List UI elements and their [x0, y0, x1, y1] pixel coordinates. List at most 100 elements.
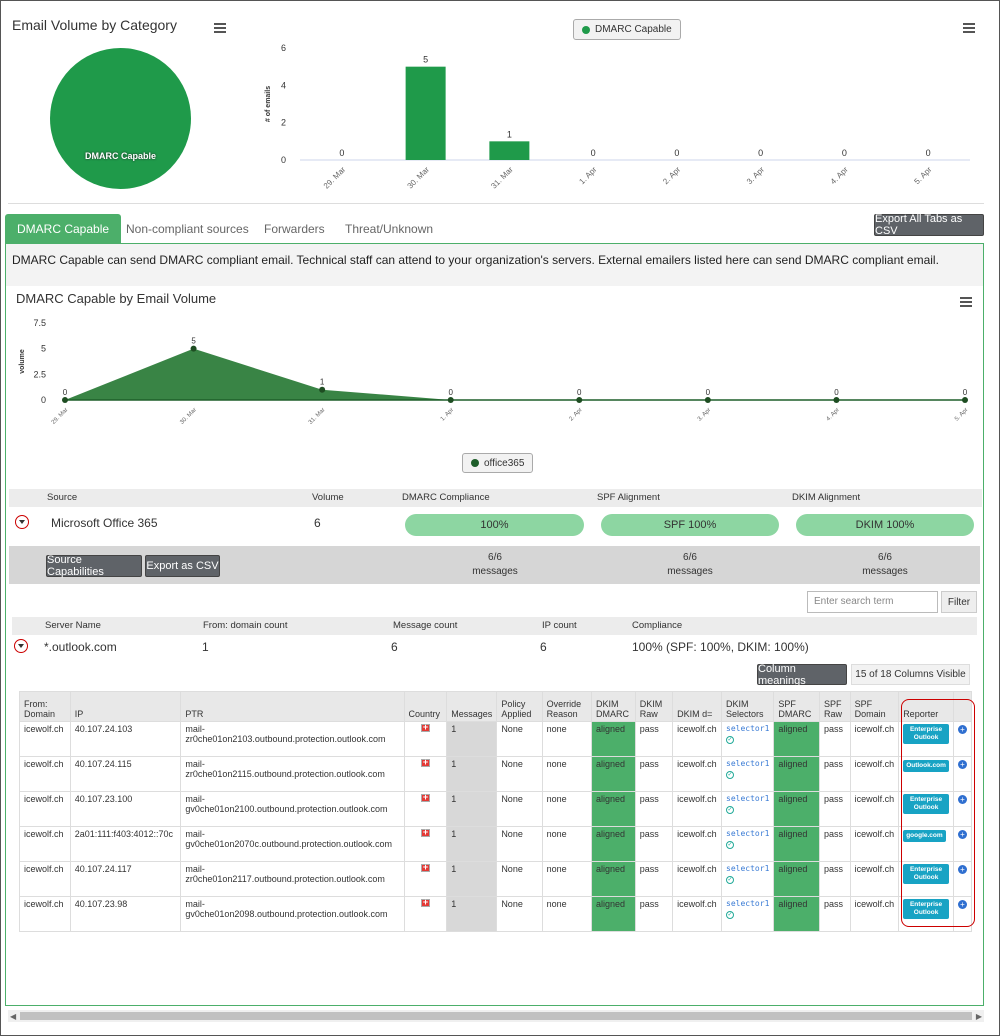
check-circle-icon: ✓ — [726, 806, 735, 814]
bar-data-label: 0 — [842, 148, 847, 158]
dkim-selector-link[interactable]: selector1 — [726, 829, 770, 838]
cell-policy: None — [496, 721, 543, 757]
pie-chart: DMARC Capable — [50, 48, 191, 189]
bar-data-label: 0 — [591, 148, 596, 158]
area-menu-icon[interactable] — [960, 297, 972, 307]
cell-override: none — [541, 791, 592, 827]
cell-selector: selector1 ✓ — [721, 721, 775, 757]
dkim-selector-link[interactable]: selector1 — [726, 794, 770, 803]
check-circle-icon: ✓ — [726, 841, 735, 849]
pie-chart-title: Email Volume by Category — [12, 17, 177, 33]
plus-circle-icon[interactable]: + — [957, 830, 967, 839]
dkim-selector-link[interactable]: selector1 — [726, 759, 770, 768]
plus-circle-icon[interactable]: + — [957, 760, 967, 769]
col-ptr[interactable]: PTR — [180, 691, 405, 722]
cell-spf-dmarc: aligned — [773, 721, 820, 757]
tab-dmarc-capable[interactable]: DMARC Capable — [5, 214, 122, 244]
scroll-left-icon[interactable]: ◀ — [10, 1012, 17, 1021]
col-country[interactable]: Country — [403, 691, 448, 722]
cell-spf-domain: icewolf.ch — [849, 721, 900, 757]
bar-y-tick-label: 4 — [281, 80, 286, 90]
col-override-reason[interactable]: Override Reason — [541, 691, 592, 722]
plus-circle-icon[interactable]: + — [957, 900, 967, 909]
area-data-label: 0 — [706, 388, 711, 397]
scroll-right-icon[interactable]: ▶ — [975, 1012, 982, 1021]
tab-non-compliant[interactable]: Non-compliant sources — [126, 222, 249, 236]
pie-menu-icon[interactable] — [214, 23, 226, 33]
area-data-label: 0 — [577, 388, 582, 397]
area-data-label: 5 — [191, 337, 196, 346]
area-data-label: 0 — [63, 388, 68, 397]
area-data-label: 0 — [448, 388, 453, 397]
cell-ip: 40.107.24.103 — [69, 721, 182, 757]
dkim-selector-link[interactable]: selector1 — [726, 724, 770, 733]
cell-messages: 1 — [446, 721, 498, 757]
cell-spf-dmarc: aligned — [773, 756, 820, 792]
filter-button[interactable]: Filter — [941, 591, 977, 613]
cell-messages: 1 — [446, 861, 498, 897]
search-input[interactable]: Enter search term — [807, 591, 938, 613]
source-expand-icon[interactable] — [15, 515, 29, 529]
bar-menu-icon[interactable] — [963, 23, 975, 33]
cell-dkim-dmarc: aligned — [590, 896, 636, 932]
cell-spf-dmarc: aligned — [773, 826, 820, 862]
area-data-label: 0 — [963, 388, 968, 397]
area-legend-label: office365 — [484, 457, 525, 469]
cell-dkim-raw: pass — [634, 756, 674, 792]
reporter-badge: Enterprise Outlook — [903, 864, 949, 884]
cell-override: none — [541, 721, 592, 757]
col-spf-domain[interactable]: SPF Domain — [849, 691, 900, 722]
server-domain-count: 1 — [202, 640, 209, 654]
plus-circle-icon[interactable]: + — [957, 795, 967, 804]
col-dkim-selectors[interactable]: DKIM Selectors — [721, 691, 775, 722]
area-y-tick-label: 5 — [41, 344, 46, 354]
cell-reporter: google.com — [898, 826, 954, 862]
col-spf-alignment: SPF Alignment — [597, 492, 660, 503]
server-message-count: 6 — [391, 640, 398, 654]
cell-selector: selector1 ✓ — [721, 826, 775, 862]
tab-forwarders[interactable]: Forwarders — [264, 222, 325, 236]
area-point — [447, 397, 454, 403]
dkim-selector-link[interactable]: selector1 — [726, 864, 770, 873]
tab-threat-unknown[interactable]: Threat/Unknown — [345, 222, 434, 236]
area-chart: 0 2.5 5 7.5 volume 0 29. Mar 5 30. Mar 1 31. Mar 0 1… — [19, 318, 969, 426]
column-meanings-button[interactable]: Column meanings — [757, 663, 847, 687]
col-policy-applied[interactable]: Policy Applied — [496, 691, 543, 722]
area-x-tick-label: 5. Apr — [954, 407, 969, 422]
detail-row: icewolf.ch 40.107.23.98 mail-gv0che01on209… — [19, 896, 973, 932]
export-csv-button[interactable]: Export as CSV — [145, 555, 220, 577]
check-circle-icon: ✓ — [726, 736, 735, 744]
area-x-tick-label: 4. Apr — [826, 407, 841, 422]
area-x-tick-label: 2. Apr — [568, 407, 583, 422]
dkim-selector-link[interactable]: selector1 — [726, 899, 770, 908]
columns-visible-button[interactable]: 15 of 18 Columns Visible — [851, 664, 970, 685]
bar-legend-item[interactable]: DMARC Capable — [573, 19, 681, 40]
plus-circle-icon[interactable]: + — [957, 865, 967, 874]
cell-policy: None — [496, 826, 543, 862]
cell-dkim-d: icewolf.ch — [672, 721, 723, 757]
col-dkim-dmarc[interactable]: DKIM DMARC — [590, 691, 636, 722]
cell-country — [403, 826, 448, 862]
detail-row: icewolf.ch 40.107.24.103 mail-zr0che01on21… — [19, 721, 973, 757]
area-legend-item[interactable]: office365 — [462, 453, 534, 473]
col-ip[interactable]: IP — [69, 691, 182, 722]
cell-messages: 1 — [446, 791, 498, 827]
area-x-tick-label: 1. Apr — [440, 407, 455, 422]
plus-circle-icon[interactable]: + — [957, 725, 967, 734]
bar-y-axis-label: # of emails — [265, 86, 272, 122]
server-expand-icon[interactable] — [14, 639, 28, 653]
col-messages[interactable]: Messages — [446, 691, 498, 722]
col-dkim-alignment: DKIM Alignment — [792, 492, 861, 503]
export-all-button[interactable]: Export All Tabs as CSV — [874, 213, 984, 237]
col-from-domain[interactable]: From: Domain — [19, 691, 71, 722]
scrollbar-thumb[interactable] — [20, 1012, 972, 1020]
cell-spf-raw: pass — [818, 721, 851, 757]
col-dkim-d[interactable]: DKIM d= — [672, 691, 723, 722]
cell-spf-domain: icewolf.ch — [849, 791, 900, 827]
col-dkim-raw[interactable]: DKIM Raw — [634, 691, 674, 722]
col-spf-dmarc[interactable]: SPF DMARC — [773, 691, 820, 722]
cell-dkim-dmarc: aligned — [590, 826, 636, 862]
col-spf-raw[interactable]: SPF Raw — [818, 691, 851, 722]
source-capabilities-button[interactable]: Source Capabilities — [46, 554, 142, 578]
horizontal-scrollbar[interactable]: ◀ ▶ — [8, 1010, 984, 1022]
